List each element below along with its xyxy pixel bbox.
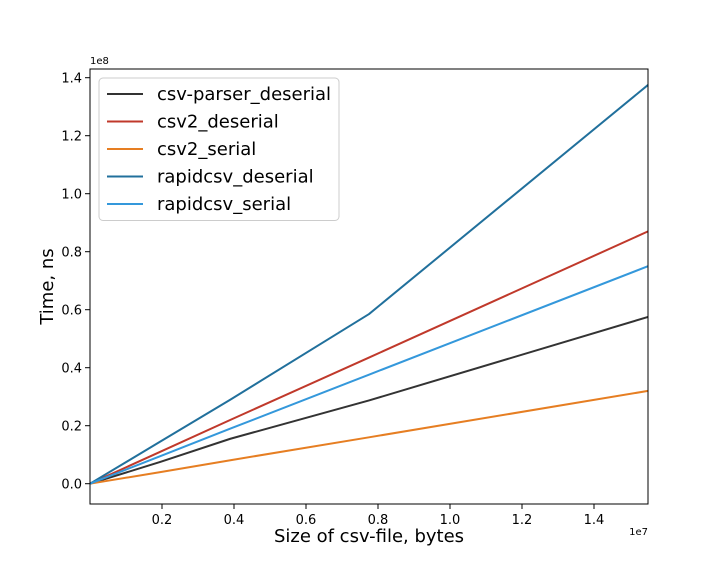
x-axis-offset-label: 1e7 <box>629 527 648 538</box>
x-tick-label: 0.6 <box>296 513 317 528</box>
legend-label: rapidcsv_serial <box>157 194 291 215</box>
plot-frame <box>89 68 649 505</box>
series-line-csv2_serial <box>89 389 649 485</box>
x-tick-label: 1.2 <box>512 513 533 528</box>
series-lines <box>89 84 649 485</box>
series-line-rapidcsv_serial <box>89 265 649 485</box>
x-tick-label: 0.4 <box>224 513 245 528</box>
y-tick-label: 1.4 <box>61 72 82 87</box>
legend-label: rapidcsv_deserial <box>157 167 314 188</box>
x-axis-ticks: 0.2 0.4 0.6 0.8 1.0 1.2 1.4 <box>152 504 605 528</box>
x-axis-label: Size of csv-file, bytes <box>274 526 464 547</box>
y-axis-ticks: 0.0 0.2 0.4 0.6 0.8 1.0 1.2 1.4 <box>61 72 90 493</box>
legend-box <box>98 77 340 221</box>
x-tick-label: 0.8 <box>368 513 389 528</box>
x-tick-label: 0.2 <box>152 513 173 528</box>
y-tick-label: 1.2 <box>61 130 82 145</box>
series-line-rapidcsv_deserial <box>89 84 649 485</box>
legend: csv-parser_deserial csv2_deserial csv2_ser… <box>98 77 340 221</box>
legend-label: csv2_deserial <box>157 112 279 133</box>
y-axis-offset-label: 1e8 <box>90 56 109 67</box>
y-tick-label: 0.8 <box>61 246 82 261</box>
y-tick-label: 0.4 <box>61 362 82 377</box>
y-axis-label: Time, ns <box>37 248 58 325</box>
series-line-csv2_deserial <box>89 230 649 485</box>
series-line-csv-parser_deserial <box>89 315 649 485</box>
x-tick-label: 1.4 <box>584 513 605 528</box>
y-tick-label: 0.6 <box>61 304 82 319</box>
legend-label: csv2_serial <box>157 139 256 160</box>
y-tick-label: 1.0 <box>61 188 82 203</box>
legend-label: csv-parser_deserial <box>157 84 331 105</box>
x-tick-label: 1.0 <box>440 513 461 528</box>
y-tick-label: 0.2 <box>61 420 82 435</box>
y-tick-label: 0.0 <box>61 478 82 493</box>
